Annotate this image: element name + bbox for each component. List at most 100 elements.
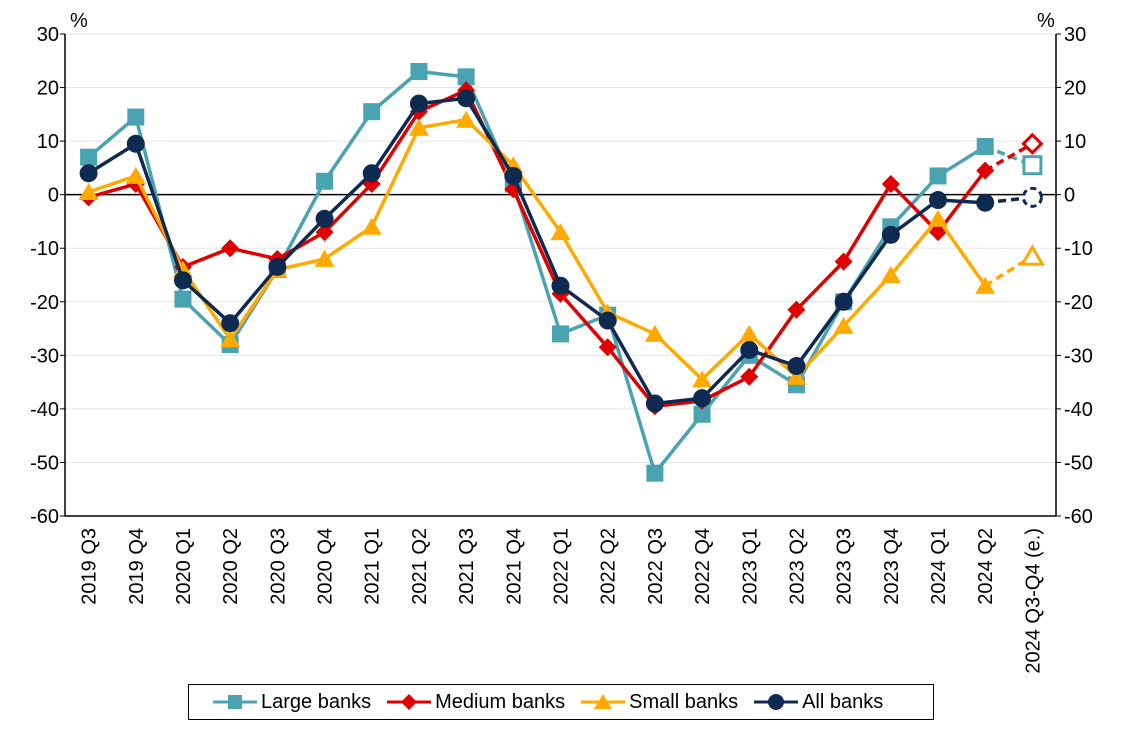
legend-label-large-banks: Large banks [261, 690, 372, 713]
series-line [87, 96, 986, 406]
series-line [88, 88, 987, 408]
marker-triangle [220, 330, 241, 348]
legend-label-small-banks: Small banks [629, 690, 739, 713]
x-tick-label: 2023 Q2 [786, 528, 808, 605]
y-tick-label-right: -50 [1064, 452, 1093, 474]
x-tick-label: 2023 Q3 [834, 528, 856, 605]
x-tick-label: 2022 Q1 [551, 528, 573, 605]
x-tick-label: 2024 Q3-Q4 (e.) [1022, 528, 1044, 674]
legend-label-medium-banks: Medium banks [435, 690, 566, 713]
marker-diamond [787, 300, 806, 319]
y-tick-label-right: -10 [1064, 238, 1093, 260]
marker-diamond [834, 252, 853, 271]
y-tick-label-right: 0 [1064, 185, 1075, 207]
marker-circle [598, 311, 617, 330]
marker-circle [409, 94, 428, 113]
marker-triangle [125, 166, 146, 184]
marker-square [976, 137, 994, 155]
y-tick-label-left: 30 [37, 24, 59, 46]
marker-circle [221, 314, 240, 333]
y-tick-label-left: -20 [30, 292, 59, 314]
y-tick-label-left: -50 [30, 452, 59, 474]
x-tick-label: 2022 Q3 [645, 528, 667, 605]
y-tick-label-right: 10 [1064, 131, 1086, 153]
legend-marker-square-icon [213, 695, 257, 709]
marker-square [410, 62, 428, 80]
y-tick-label-right: -30 [1064, 345, 1093, 367]
y-tick-label-right: 30 [1064, 24, 1086, 46]
marker-diamond [740, 367, 759, 386]
legend: Large banks Medium banks Small banks All… [188, 684, 934, 720]
x-tick-label: 2020 Q4 [315, 528, 337, 605]
y-tick-label-left: 20 [37, 78, 59, 100]
marker-circle [551, 276, 570, 295]
y-tick-label-left: -30 [30, 345, 59, 367]
x-tick-label: 2022 Q4 [692, 528, 714, 605]
axes: 30 30 20 20 10 10 0 0 -10 -10 -20 -20 -30 -30 -40 -40 -5… [30, 24, 1093, 674]
series-all-banks [79, 89, 1043, 413]
marker-circle [976, 193, 995, 212]
marker-diamond [315, 223, 334, 242]
series-line [88, 117, 987, 382]
y-tick-label-left: -60 [30, 506, 59, 528]
marker-square [693, 405, 711, 423]
marker-circle [504, 166, 523, 185]
series-estimate-line [984, 142, 1034, 173]
x-tick-label: 2021 Q4 [503, 528, 525, 605]
marker-triangle [833, 316, 854, 334]
marker-circle [645, 394, 664, 413]
x-tick-label: 2021 Q2 [409, 528, 431, 605]
marker-diamond [598, 338, 617, 357]
x-tick-label: 2021 Q3 [456, 528, 478, 605]
marker-circle [834, 292, 853, 311]
marker-circle [173, 271, 192, 290]
marker-circle [315, 209, 334, 228]
y-tick-label-left: 0 [48, 185, 59, 207]
marker-triangle [314, 249, 335, 267]
marker-square [1022, 155, 1043, 176]
marker-circle [693, 389, 712, 408]
series-large-banks [80, 62, 1043, 482]
marker-square [127, 108, 145, 126]
marker-square [80, 148, 98, 166]
marker-circle [362, 164, 381, 183]
marker-triangle [408, 118, 429, 136]
marker-circle [268, 257, 287, 276]
legend-marker-triangle-icon [581, 694, 626, 709]
marker-triangle [1019, 244, 1046, 266]
marker-triangle [692, 370, 713, 388]
marker-square [646, 464, 664, 482]
marker-square [929, 167, 947, 185]
marker-triangle [361, 217, 382, 235]
marker-diamond [1021, 132, 1044, 155]
marker-triangle [644, 324, 665, 342]
legend-item-large-banks: Large banks [213, 691, 371, 714]
left-unit-label: % [70, 10, 88, 32]
y-tick-label-left: -10 [30, 238, 59, 260]
marker-circle [787, 357, 806, 376]
legend-marker-circle-icon [754, 694, 799, 710]
marker-triangle [880, 266, 901, 283]
marker-diamond [221, 239, 240, 258]
legend-label-all-banks: All banks [802, 690, 884, 713]
x-tick-label: 2020 Q2 [220, 528, 242, 605]
marker-circle [740, 340, 759, 359]
marker-circle [881, 225, 900, 244]
marker-circle [457, 89, 476, 108]
marker-circle [929, 191, 948, 210]
legend-item-medium-banks: Medium banks [387, 691, 565, 714]
x-tick-label: 2023 Q1 [739, 528, 761, 605]
marker-triangle [739, 324, 760, 342]
marker-triangle [975, 276, 996, 294]
marker-square [174, 290, 192, 308]
y-tick-label-left: 10 [37, 131, 59, 153]
y-tick-label-right: 20 [1064, 78, 1086, 100]
legend-item-small-banks: Small banks [581, 691, 738, 714]
x-tick-label: 2022 Q2 [598, 528, 620, 605]
marker-diamond [976, 161, 995, 180]
x-tick-label: 2023 Q4 [881, 528, 903, 605]
series-line [87, 69, 987, 475]
x-tick-label: 2021 Q1 [362, 528, 384, 605]
marker-circle [126, 134, 145, 153]
